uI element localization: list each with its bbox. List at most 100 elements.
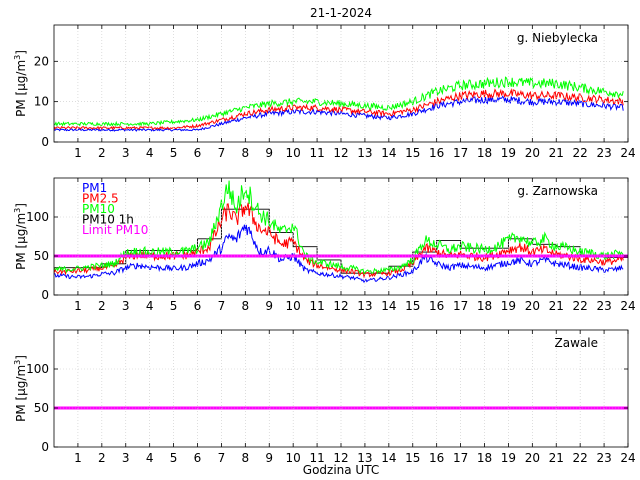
x-tick-label: 18 [477, 299, 492, 313]
x-tick-label: 17 [453, 451, 468, 465]
y-tick-label: 0 [41, 135, 49, 149]
legend-entry: PM2.5 [82, 192, 119, 206]
y-tick-label: 50 [34, 249, 49, 263]
x-tick-label: 20 [525, 146, 540, 160]
x-tick-label: 6 [194, 451, 202, 465]
y-tick-label: 50 [34, 401, 49, 415]
x-tick-label: 15 [405, 146, 420, 160]
x-tick-label: 23 [596, 299, 611, 313]
x-tick-label: 5 [170, 299, 178, 313]
x-tick-label: 13 [357, 146, 372, 160]
x-tick-label: 19 [501, 299, 516, 313]
x-tick-label: 17 [453, 146, 468, 160]
legend-entry: Limit PM10 [82, 223, 148, 237]
x-tick-label: 23 [596, 146, 611, 160]
x-tick-label: 20 [525, 299, 540, 313]
x-tick-label: 19 [501, 146, 516, 160]
x-tick-label: 22 [573, 299, 588, 313]
x-tick-label: 15 [405, 451, 420, 465]
y-axis-label: PM [µg/m3] [13, 203, 28, 270]
x-tick-label: 5 [170, 451, 178, 465]
x-tick-label: 20 [525, 451, 540, 465]
x-tick-label: 18 [477, 451, 492, 465]
x-tick-label: 9 [265, 299, 273, 313]
y-tick-label: 0 [41, 440, 49, 454]
x-tick-label: 8 [242, 451, 250, 465]
x-tick-label: 21 [549, 451, 564, 465]
x-tick-label: 13 [357, 299, 372, 313]
series-pm10-line [54, 180, 624, 275]
x-tick-label: 24 [620, 146, 635, 160]
x-tick-label: 19 [501, 451, 516, 465]
plot-area [54, 330, 628, 447]
x-tick-label: 10 [286, 299, 301, 313]
x-axis-label: Godzina UTC [303, 463, 379, 477]
x-tick-label: 15 [405, 299, 420, 313]
x-tick-label: 4 [146, 299, 154, 313]
x-tick-label: 11 [309, 451, 324, 465]
x-tick-label: 9 [265, 451, 273, 465]
legend-entry: PM1 [82, 181, 107, 195]
x-tick-label: 8 [242, 146, 250, 160]
x-tick-label: 18 [477, 146, 492, 160]
y-tick-label: 20 [34, 54, 49, 68]
x-tick-label: 12 [333, 146, 348, 160]
x-tick-label: 11 [309, 299, 324, 313]
x-tick-label: 3 [122, 299, 130, 313]
x-tick-label: 21 [549, 299, 564, 313]
x-tick-label: 8 [242, 299, 250, 313]
figure-title: 21-1-2024 [310, 6, 372, 20]
x-tick-label: 10 [286, 451, 301, 465]
x-tick-label: 9 [265, 146, 273, 160]
station-label: Zawale [555, 336, 598, 350]
x-tick-label: 2 [98, 146, 106, 160]
legend-entry: PM10 1h [82, 213, 134, 227]
x-tick-label: 14 [381, 146, 396, 160]
x-tick-label: 22 [573, 146, 588, 160]
panel-1: 1 2 3 4 5 6 7 8 9 10 11 12 13 14 15 16 17 18 19 20 21 22 23 240… [13, 24, 636, 160]
x-tick-label: 10 [286, 146, 301, 160]
x-tick-label: 24 [620, 299, 635, 313]
station-label: g. Zarnowska [517, 184, 598, 198]
x-tick-label: 23 [596, 451, 611, 465]
x-tick-label: 7 [218, 451, 226, 465]
x-tick-label: 21 [549, 146, 564, 160]
y-tick-label: 100 [26, 362, 49, 376]
station-label: g. Niebylecka [517, 31, 598, 45]
x-tick-label: 6 [194, 146, 202, 160]
x-tick-label: 17 [453, 299, 468, 313]
x-tick-label: 3 [122, 451, 130, 465]
x-tick-label: 4 [146, 146, 154, 160]
x-tick-label: 16 [429, 451, 444, 465]
panel-3: 1 2 3 4 5 6 7 8 9 10 11 12 13 14 15 16 17 18 19 20 21 22 23 240… [13, 329, 636, 465]
y-tick-label: 10 [34, 95, 49, 109]
plot-layer [54, 76, 624, 132]
x-tick-label: 1 [74, 146, 82, 160]
x-tick-label: 4 [146, 451, 154, 465]
x-tick-label: 11 [309, 146, 324, 160]
x-tick-label: 24 [620, 451, 635, 465]
series-pm1-line [54, 95, 624, 132]
legend-entry: PM10 [82, 202, 115, 216]
x-tick-label: 22 [573, 451, 588, 465]
panel-2: 1 2 3 4 5 6 7 8 9 10 11 12 13 14 15 16 17 18 19 20 21 22 23 240… [13, 177, 636, 313]
x-tick-label: 7 [218, 146, 226, 160]
x-tick-label: 1 [74, 299, 82, 313]
panels: 1 2 3 4 5 6 7 8 9 10 11 12 13 14 15 16 17 18 19 20 21 22 23 240… [13, 24, 636, 465]
x-tick-label: 1 [74, 451, 82, 465]
x-tick-label: 5 [170, 146, 178, 160]
series-pm1-line [54, 224, 624, 284]
x-tick-label: 6 [194, 299, 202, 313]
series-pm10-line [54, 76, 624, 127]
x-tick-label: 2 [98, 451, 106, 465]
x-tick-label: 16 [429, 146, 444, 160]
x-tick-label: 13 [357, 451, 372, 465]
x-tick-label: 14 [381, 299, 396, 313]
x-tick-label: 3 [122, 146, 130, 160]
x-tick-label: 2 [98, 299, 106, 313]
x-tick-label: 16 [429, 299, 444, 313]
x-tick-label: 12 [333, 451, 348, 465]
x-tick-label: 14 [381, 451, 396, 465]
y-axis-label: PM [µg/m3] [13, 355, 28, 422]
